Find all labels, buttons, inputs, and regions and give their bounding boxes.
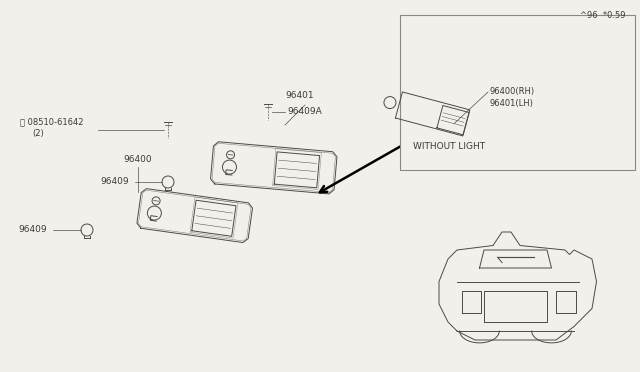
Text: WITHOUT LIGHT: WITHOUT LIGHT <box>413 142 485 151</box>
Text: 96409: 96409 <box>18 225 47 234</box>
Text: 96401(LH): 96401(LH) <box>490 99 534 108</box>
Text: 96409: 96409 <box>100 177 129 186</box>
Bar <box>400 15 635 170</box>
Text: 96409A: 96409A <box>287 108 322 116</box>
Text: (2): (2) <box>32 129 44 138</box>
Text: ^96  *0.59: ^96 *0.59 <box>579 11 625 20</box>
Text: ⓢ 08510-61642: ⓢ 08510-61642 <box>20 117 83 126</box>
Text: 96401: 96401 <box>285 91 314 100</box>
Text: 96400: 96400 <box>123 155 152 164</box>
Text: 96400(RH): 96400(RH) <box>490 87 535 96</box>
